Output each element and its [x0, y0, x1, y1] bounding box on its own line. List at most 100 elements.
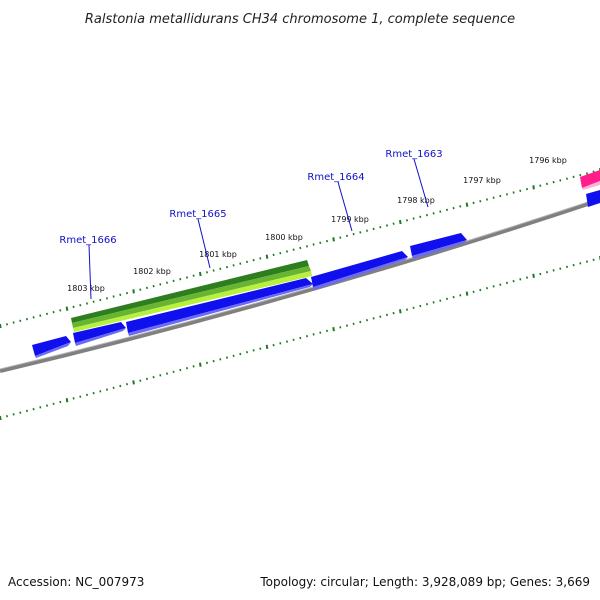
- outer-ring-tick: [125, 291, 129, 295]
- inner-ring-tick: [399, 309, 402, 314]
- inner-ring-tick: [392, 311, 395, 315]
- outer-ring-tick: [179, 277, 182, 281]
- inner-ring-tick: [385, 313, 389, 317]
- inner-ring-tick: [145, 377, 149, 381]
- gene-label-rmet-1663[interactable]: Rmet_1663: [385, 149, 442, 160]
- gene-arrow-right-edge[interactable]: [586, 190, 600, 207]
- outer-ring-tick: [472, 201, 475, 205]
- outer-ring-tick: [185, 276, 189, 279]
- rrna-feature-right-edge[interactable]: [580, 170, 600, 190]
- inner-ring-tick: [192, 365, 195, 368]
- scale-label-1798: 1798 kbp: [397, 196, 435, 205]
- inner-ring-tick: [132, 380, 135, 385]
- gene-label-rmet-1666[interactable]: Rmet_1666: [59, 235, 116, 246]
- outer-ring-tick: [412, 217, 415, 220]
- inner-ring-tick: [105, 388, 109, 391]
- inner-ring-tick: [485, 286, 489, 290]
- inner-ring-tick: [272, 343, 275, 347]
- outer-ring-tick: [552, 180, 555, 184]
- scale-label-1797: 1797 kbp: [463, 176, 501, 185]
- inner-ring-tick: [172, 370, 175, 374]
- inner-ring-tick: [72, 397, 75, 400]
- outer-ring-tick: [45, 312, 49, 316]
- inner-tick-ring: [0, 256, 600, 421]
- gene-arrow-rmet-1666[interactable]: [73, 322, 126, 346]
- outer-ring-tick: [72, 305, 75, 309]
- gene-arrow-left-edge[interactable]: [32, 336, 71, 358]
- outer-ring-tick: [205, 271, 209, 274]
- outer-ring-tick: [219, 267, 222, 271]
- outer-ring-tick: [12, 321, 15, 324]
- inner-ring-tick: [0, 415, 2, 421]
- outer-tick-ring: [0, 168, 600, 329]
- outer-ring-tick: [479, 199, 482, 203]
- outer-ring-tick: [132, 289, 135, 294]
- inner-ring-tick: [332, 326, 335, 332]
- gene-arrow-rmet-1665[interactable]: [126, 278, 313, 336]
- inner-ring-tick: [199, 362, 202, 367]
- inner-ring-tick: [545, 270, 549, 274]
- outer-ring-tick: [499, 194, 502, 198]
- inner-ring-tick: [285, 340, 289, 343]
- inner-ring-tick: [445, 297, 449, 301]
- outer-ring-tick: [305, 245, 309, 248]
- outer-ring-tick: [92, 300, 95, 303]
- inner-ring-tick: [492, 285, 495, 288]
- inner-ring-tick: [125, 382, 129, 386]
- inner-ring-tick: [19, 411, 22, 414]
- outer-ring-tick: [139, 288, 142, 291]
- outer-ring-tick: [259, 257, 262, 260]
- inner-ring-tick: [352, 322, 355, 326]
- outer-ring-tick: [279, 251, 282, 255]
- outer-ring-tick: [392, 222, 395, 225]
- outer-ring-tick: [399, 219, 402, 225]
- inner-ring-tick: [345, 324, 349, 327]
- outer-ring-tick: [192, 274, 195, 277]
- outer-ring-tick: [572, 175, 575, 179]
- inner-ring-tick: [219, 358, 222, 361]
- inner-ring-tick: [179, 368, 182, 372]
- outer-ring-tick: [325, 239, 329, 243]
- map-title: Ralstonia metallidurans CH34 chromosome …: [85, 12, 515, 27]
- outer-ring-tick: [359, 231, 362, 234]
- outer-ring-tick: [539, 184, 542, 187]
- gene-arrow-rmet-1663[interactable]: [410, 233, 467, 259]
- outer-ring-tick: [232, 264, 235, 267]
- inner-ring-tick: [12, 413, 15, 416]
- outer-ring-tick: [105, 297, 109, 300]
- outer-ring-tick: [519, 189, 522, 193]
- outer-ring-tick: [99, 298, 102, 302]
- inner-ring-tick: [265, 344, 269, 350]
- inner-ring-tick: [565, 265, 569, 269]
- inner-ring-tick: [205, 361, 209, 365]
- chromosome-backbone: [0, 198, 600, 373]
- outer-ring-tick: [299, 246, 302, 250]
- gene-arrow-rmet-1664[interactable]: [311, 251, 408, 290]
- outer-ring-tick: [272, 253, 275, 257]
- inner-ring-tick: [299, 336, 302, 340]
- outer-ring-tick: [385, 224, 389, 227]
- gene-label-rmet-1665[interactable]: Rmet_1665: [169, 209, 226, 220]
- outer-ring-tick: [152, 284, 155, 288]
- outer-ring-tick: [465, 202, 469, 207]
- outer-ring-tick: [319, 241, 322, 245]
- inner-ring-tick: [159, 374, 162, 377]
- inner-ring-tick: [185, 366, 189, 370]
- inner-ring-tick: [5, 414, 9, 418]
- outer-ring-tick: [39, 314, 42, 317]
- outer-ring-tick: [59, 309, 62, 312]
- cds-feature-rmet-1665[interactable]: [71, 260, 312, 332]
- outer-ring-tick: [332, 237, 335, 242]
- inner-ring-tick: [259, 347, 262, 350]
- scale-label-1796: 1796 kbp: [529, 156, 567, 165]
- genome-summary-text: Topology: circular; Length: 3,928,089 bp…: [259, 575, 590, 589]
- gene-label-rmet-1664[interactable]: Rmet_1664: [307, 172, 364, 183]
- inner-ring-tick: [279, 342, 282, 345]
- outer-ring-tick: [405, 219, 409, 222]
- outer-ring-tick: [439, 210, 442, 213]
- inner-ring-tick: [412, 306, 415, 310]
- inner-ring-tick: [99, 390, 102, 393]
- outer-ring-tick: [159, 283, 162, 286]
- inner-ring-tick: [152, 375, 155, 379]
- inner-ring-tick: [232, 354, 235, 358]
